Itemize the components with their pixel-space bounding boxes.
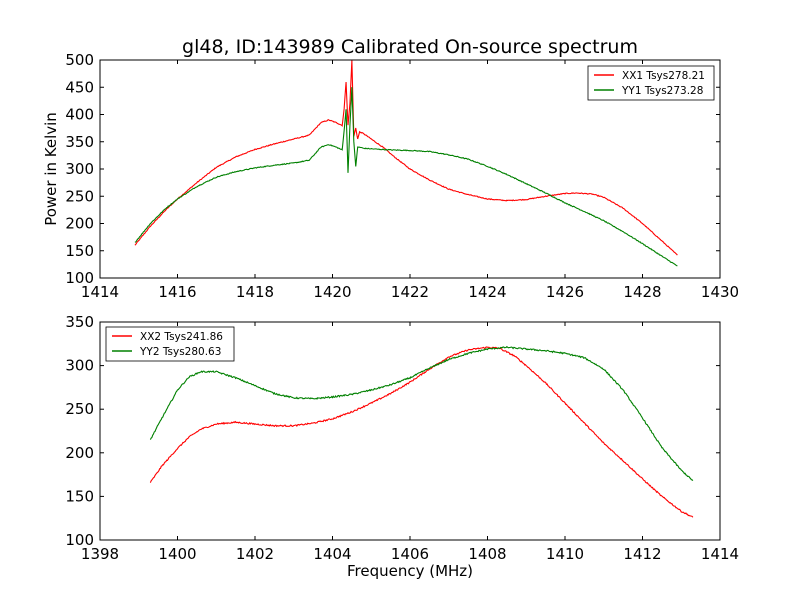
- legend-entry: XX1 Tsys278.21: [622, 70, 705, 82]
- y-tick-label: 450: [65, 78, 94, 96]
- series-line-xx2: [149, 346, 694, 518]
- y-tick-label: 150: [65, 242, 94, 260]
- x-tick-label: 1398: [81, 545, 119, 563]
- y-tick-label: 250: [65, 187, 94, 205]
- y-tick-label: 200: [65, 215, 94, 233]
- x-tick-label: 1414: [701, 545, 739, 563]
- x-tick-label: 1420: [313, 283, 351, 301]
- x-tick-label: 1426: [546, 283, 584, 301]
- legend-box: [587, 65, 715, 101]
- x-tick-label: 1410: [546, 545, 584, 563]
- top-subplot: 1414 1416 1418 1420 1422 1424 1426 1428 1430 100 1…: [65, 51, 739, 301]
- chart-title: gl48, ID:143989 Calibrated On-source spe…: [182, 36, 638, 58]
- x-tick-label: 1428: [623, 283, 661, 301]
- x-axis-label: Frequency (MHz): [347, 562, 473, 580]
- y-tick-label: 400: [65, 106, 94, 124]
- y-tick-label: 350: [65, 133, 94, 151]
- legend-box: [105, 326, 235, 362]
- x-tick-label: 1408: [468, 545, 506, 563]
- bottom-legend: XX2 Tsys241.86 YY2 Tsys280.63: [105, 326, 235, 362]
- y-tick-label: 150: [65, 487, 94, 505]
- y-axis-label: Power in Kelvin: [42, 112, 60, 226]
- x-tick-label: 1418: [236, 283, 274, 301]
- legend-entry: YY2 Tsys280.63: [139, 346, 221, 358]
- plot-layer: 1414 1416 1418 1420 1422 1424 1426 1428 14301001…: [65, 51, 739, 563]
- top-legend: XX1 Tsys278.21 YY1 Tsys273.28: [587, 65, 715, 101]
- y-tick-label: 350: [65, 313, 94, 331]
- x-tick-label: 1424: [468, 283, 506, 301]
- x-tick-label: 1416: [158, 283, 196, 301]
- y-tick-label: 100: [65, 531, 94, 549]
- x-tick-label: 1422: [391, 283, 429, 301]
- series-line-xx1: [134, 60, 678, 256]
- series-line-yy1: [134, 87, 678, 267]
- y-tick-label: 500: [65, 51, 94, 69]
- x-tick-label: 1412: [623, 545, 661, 563]
- x-tick-label: 1404: [313, 545, 351, 563]
- x-tick-label: 1414: [81, 283, 119, 301]
- series-line-yy2: [149, 345, 694, 482]
- x-tick-label: 1402: [236, 545, 274, 563]
- y-tick-label: 100: [65, 269, 94, 287]
- y-tick-label: 250: [65, 400, 94, 418]
- y-tick-label: 300: [65, 357, 94, 375]
- y-tick-label: 200: [65, 444, 94, 462]
- y-tick-label: 300: [65, 160, 94, 178]
- legend-entry: YY1 Tsys273.28: [621, 85, 703, 97]
- x-tick-label: 1406: [391, 545, 429, 563]
- legend-entry: XX2 Tsys241.86: [140, 331, 223, 343]
- x-tick-label: 1400: [158, 545, 196, 563]
- bottom-subplot: 1398 1400 1402 1404 1406 1408 1410 1412 1414 100 1…: [65, 313, 739, 563]
- x-tick-label: 1430: [701, 283, 739, 301]
